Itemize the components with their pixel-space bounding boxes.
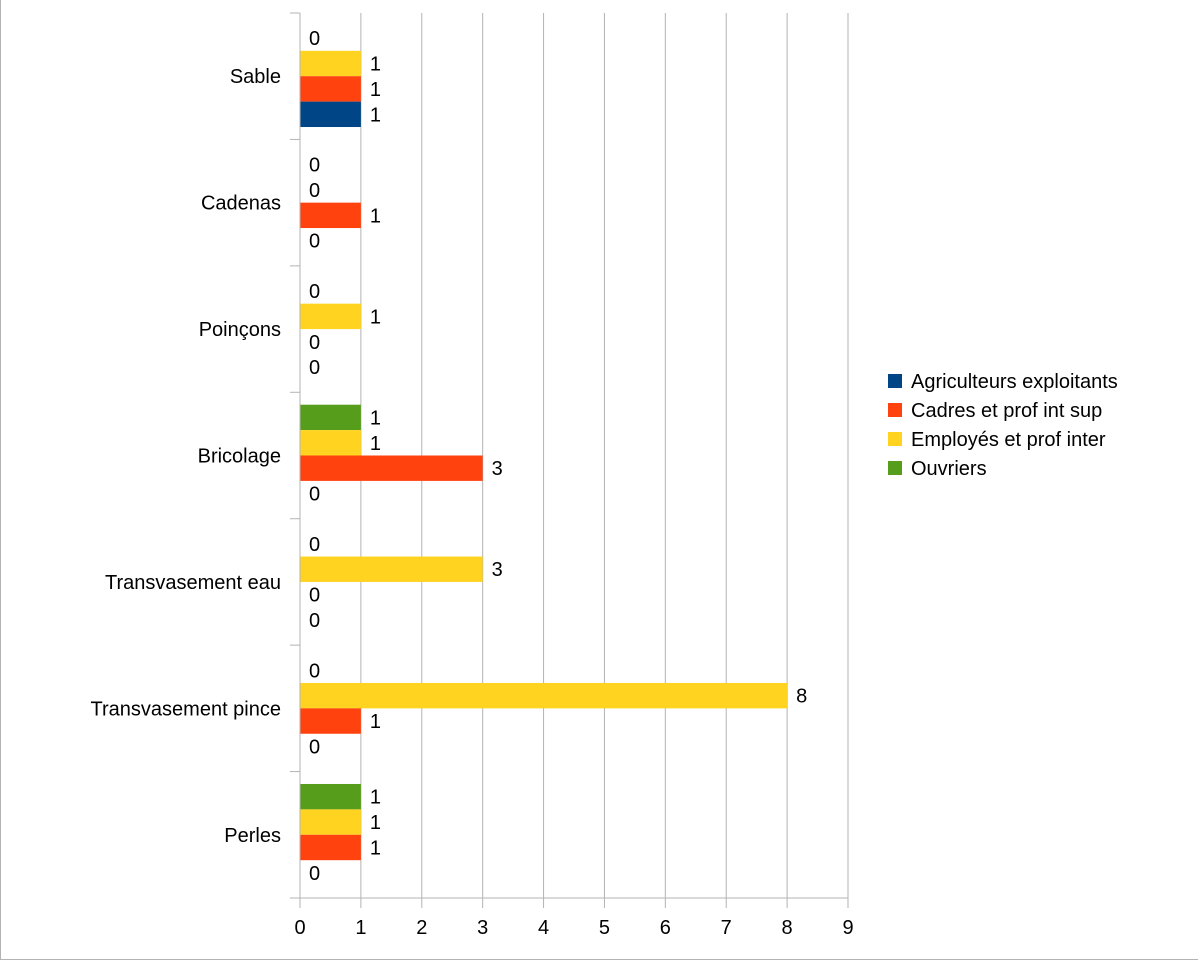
data-label-bricolage-cadres-et-prof-int-sup: 3 xyxy=(492,458,503,480)
legend-label-employes-et-prof-inter: Employés et prof inter xyxy=(911,429,1106,451)
legend-label-agriculteurs-exploitants: Agriculteurs exploitants xyxy=(911,371,1118,393)
bar-sable-agriculteurs-exploitants xyxy=(300,101,361,128)
data-label-perles-cadres-et-prof-int-sup: 1 xyxy=(370,837,381,859)
data-label-poincons-ouvriers: 0 xyxy=(309,281,320,303)
data-label-sable-employes-et-prof-inter: 1 xyxy=(370,54,381,76)
data-label-bricolage-employes-et-prof-inter: 1 xyxy=(370,433,381,455)
data-label-transvasement-eau-employes-et-prof-inter: 3 xyxy=(492,559,503,581)
bar-transvasement-pince-cadres-et-prof-int-sup xyxy=(300,708,361,734)
data-label-cadenas-ouvriers: 0 xyxy=(309,155,320,177)
category-labels: Sable Cadenas Poinçons Bricolage Transvaseme… xyxy=(91,66,281,847)
data-label-poincons-agriculteurs-exploitants: 0 xyxy=(309,357,320,379)
category-label-sable: Sable xyxy=(230,66,281,88)
bar-transvasement-eau-employes-et-prof-inter xyxy=(300,556,483,582)
legend-swatch-agriculteurs-exploitants xyxy=(888,374,902,388)
legend-swatch-employes-et-prof-inter xyxy=(888,432,902,446)
gridlines xyxy=(360,13,849,898)
data-label-perles-agriculteurs-exploitants: 0 xyxy=(309,863,320,885)
data-label-transvasement-pince-cadres-et-prof-int-sup: 1 xyxy=(370,711,381,733)
bar-bricolage-employes-et-prof-inter xyxy=(300,430,361,456)
data-label-transvasement-eau-cadres-et-prof-int-sup: 0 xyxy=(309,585,320,607)
data-label-transvasement-eau-agriculteurs-exploitants: 0 xyxy=(309,610,320,632)
bar-perles-cadres-et-prof-int-sup xyxy=(300,834,361,861)
legend-swatch-cadres-et-prof-int-sup xyxy=(888,403,902,417)
bar-perles-employes-et-prof-inter xyxy=(300,809,361,835)
x-tick-label-4: 4 xyxy=(538,917,549,939)
data-label-bricolage-ouvriers: 1 xyxy=(370,407,381,429)
bar-sable-cadres-et-prof-int-sup xyxy=(300,76,361,102)
legend-label-ouvriers: Ouvriers xyxy=(911,458,987,480)
data-label-bricolage-agriculteurs-exploitants: 0 xyxy=(309,484,320,506)
bar-sable-employes-et-prof-inter xyxy=(300,50,361,77)
data-label-sable-agriculteurs-exploitants: 1 xyxy=(370,104,381,126)
bar-perles-ouvriers xyxy=(300,783,361,810)
data-label-poincons-employes-et-prof-inter: 1 xyxy=(370,306,381,328)
category-label-transvasement-pince: Transvasement pince xyxy=(91,698,281,720)
legend-swatch-ouvriers xyxy=(888,461,902,475)
x-tick-label-8: 8 xyxy=(782,917,793,939)
bar-bricolage-cadres-et-prof-int-sup xyxy=(300,455,483,481)
data-label-cadenas-employes-et-prof-inter: 0 xyxy=(309,180,320,202)
bar-poincons-employes-et-prof-inter xyxy=(300,303,361,330)
data-label-transvasement-eau-ouvriers: 0 xyxy=(309,534,320,556)
data-label-sable-cadres-et-prof-int-sup: 1 xyxy=(370,79,381,101)
x-tick-label-9: 9 xyxy=(842,917,853,939)
x-tick-label-7: 7 xyxy=(721,917,732,939)
x-tick-label-5: 5 xyxy=(599,917,610,939)
x-tick-label-0: 0 xyxy=(294,917,305,939)
data-label-transvasement-pince-ouvriers: 0 xyxy=(309,660,320,682)
legend-label-cadres-et-prof-int-sup: Cadres et prof int sup xyxy=(911,400,1102,422)
data-label-perles-employes-et-prof-inter: 1 xyxy=(370,812,381,834)
x-tick-label-3: 3 xyxy=(477,917,488,939)
data-label-cadenas-cadres-et-prof-int-sup: 1 xyxy=(370,205,381,227)
x-tick-label-1: 1 xyxy=(355,917,366,939)
category-label-perles: Perles xyxy=(224,825,281,847)
data-label-transvasement-pince-agriculteurs-exploitants: 0 xyxy=(309,736,320,758)
bars xyxy=(300,50,788,861)
data-label-transvasement-pince-employes-et-prof-inter: 8 xyxy=(796,686,807,708)
data-label-cadenas-agriculteurs-exploitants: 0 xyxy=(309,231,320,253)
bar-cadenas-cadres-et-prof-int-sup xyxy=(300,202,361,229)
data-label-perles-ouvriers: 1 xyxy=(370,787,381,809)
bar-transvasement-pince-employes-et-prof-inter xyxy=(300,682,788,709)
data-label-sable-ouvriers: 0 xyxy=(309,28,320,50)
data-labels: 0 1 1 1 0 0 1 0 0 1 0 0 1 1 3 0 0 3 0 0 0 8 1 0 1 1 1 0 xyxy=(309,28,807,885)
legend: Agriculteurs exploitants Cadres et prof i… xyxy=(888,371,1118,480)
data-label-poincons-cadres-et-prof-int-sup: 0 xyxy=(309,332,320,354)
category-label-transvasement-eau: Transvasement eau xyxy=(105,572,281,594)
x-tick-label-6: 6 xyxy=(660,917,671,939)
x-tick-label-2: 2 xyxy=(416,917,427,939)
category-label-poincons: Poinçons xyxy=(199,319,281,341)
category-label-bricolage: Bricolage xyxy=(198,446,281,468)
x-tick-labels: 0 1 2 3 4 5 6 7 8 9 xyxy=(294,917,853,939)
category-label-cadenas: Cadenas xyxy=(201,193,281,215)
bar-bricolage-ouvriers xyxy=(300,404,361,431)
axes xyxy=(290,12,849,908)
